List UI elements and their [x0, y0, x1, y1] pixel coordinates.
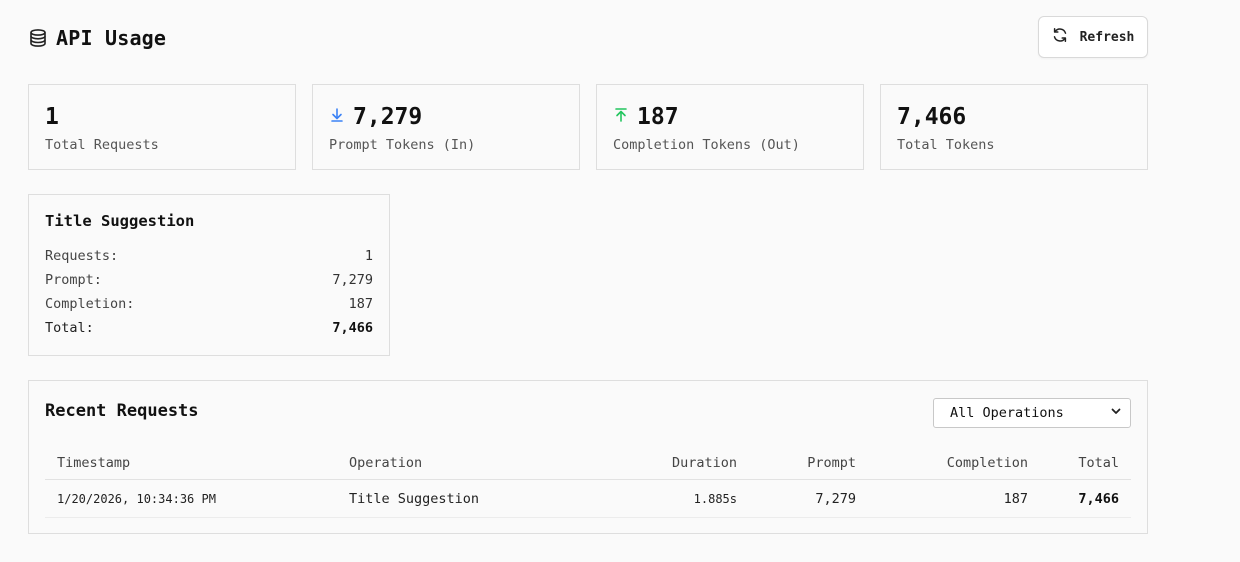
operation-filter-value: All Operations — [950, 405, 1064, 421]
refresh-button[interactable]: Refresh — [1038, 16, 1148, 58]
row-value: 1 — [364, 248, 373, 264]
row-label: Requests: — [45, 248, 119, 264]
page-title: API Usage — [56, 26, 167, 50]
cell-total: 7,466 — [1040, 479, 1131, 518]
chevron-down-icon — [1110, 405, 1122, 421]
row-label: Completion: — [45, 296, 135, 312]
row-value: 187 — [348, 296, 373, 312]
table-row: 1/20/2026, 10:34:36 PM Title Suggestion … — [45, 479, 1131, 518]
row-label: Total: — [45, 320, 94, 336]
cell-duration: 1.885s — [581, 479, 749, 518]
operation-row-prompt: Prompt: 7,279 — [45, 268, 373, 292]
recent-requests-title: Recent Requests — [45, 401, 199, 421]
operation-row-total: Total: 7,466 — [45, 316, 373, 340]
stat-value: 7,279 — [353, 104, 423, 130]
cell-prompt: 7,279 — [749, 479, 868, 518]
arrow-up-icon — [613, 107, 629, 127]
column-header-timestamp: Timestamp — [45, 447, 337, 480]
stat-card-completion-tokens: 187 Completion Tokens (Out) — [596, 84, 864, 170]
arrow-down-icon — [329, 107, 345, 127]
row-value: 7,466 — [332, 320, 373, 336]
stat-label: Total Tokens — [897, 137, 995, 153]
column-header-prompt: Prompt — [749, 447, 868, 480]
stats-row: 1 Total Requests 7,279 Prompt Tokens (In… — [28, 84, 1148, 170]
title-group: API Usage — [28, 26, 166, 50]
operation-card-title: Title Suggestion — [45, 212, 195, 230]
page-header: API Usage Refresh — [28, 16, 1148, 60]
operation-card: Title Suggestion Requests: 1 Prompt: 7,2… — [28, 194, 390, 356]
refresh-label: Refresh — [1079, 29, 1135, 45]
stat-card-total-requests: 1 Total Requests — [28, 84, 296, 170]
cell-operation: Title Suggestion — [337, 479, 581, 518]
stat-value: 7,466 — [897, 104, 967, 130]
stat-value: 1 — [45, 104, 59, 130]
stat-card-total-tokens: 7,466 Total Tokens — [880, 84, 1148, 170]
recent-requests-table: Timestamp Operation Duration Prompt Comp… — [45, 447, 1131, 518]
row-value: 7,279 — [332, 272, 373, 288]
operation-row-completion: Completion: 187 — [45, 292, 373, 316]
cell-timestamp: 1/20/2026, 10:34:36 PM — [45, 479, 337, 518]
column-header-duration: Duration — [581, 447, 749, 480]
operation-row-requests: Requests: 1 — [45, 244, 373, 268]
column-header-completion: Completion — [868, 447, 1040, 480]
table-header-row: Timestamp Operation Duration Prompt Comp… — [45, 447, 1131, 480]
column-header-operation: Operation — [337, 447, 581, 480]
recent-requests-panel: Recent Requests All Operations Timestamp… — [28, 380, 1148, 534]
row-label: Prompt: — [45, 272, 102, 288]
refresh-icon — [1052, 27, 1068, 47]
column-header-total: Total — [1040, 447, 1131, 480]
stat-label: Completion Tokens (Out) — [613, 137, 800, 153]
stat-label: Total Requests — [45, 137, 159, 153]
stat-value: 187 — [637, 104, 679, 130]
stat-label: Prompt Tokens (In) — [329, 137, 476, 153]
stat-card-prompt-tokens: 7,279 Prompt Tokens (In) — [312, 84, 580, 170]
database-icon — [28, 28, 48, 48]
cell-completion: 187 — [868, 479, 1040, 518]
operation-filter-select[interactable]: All Operations — [933, 398, 1131, 428]
